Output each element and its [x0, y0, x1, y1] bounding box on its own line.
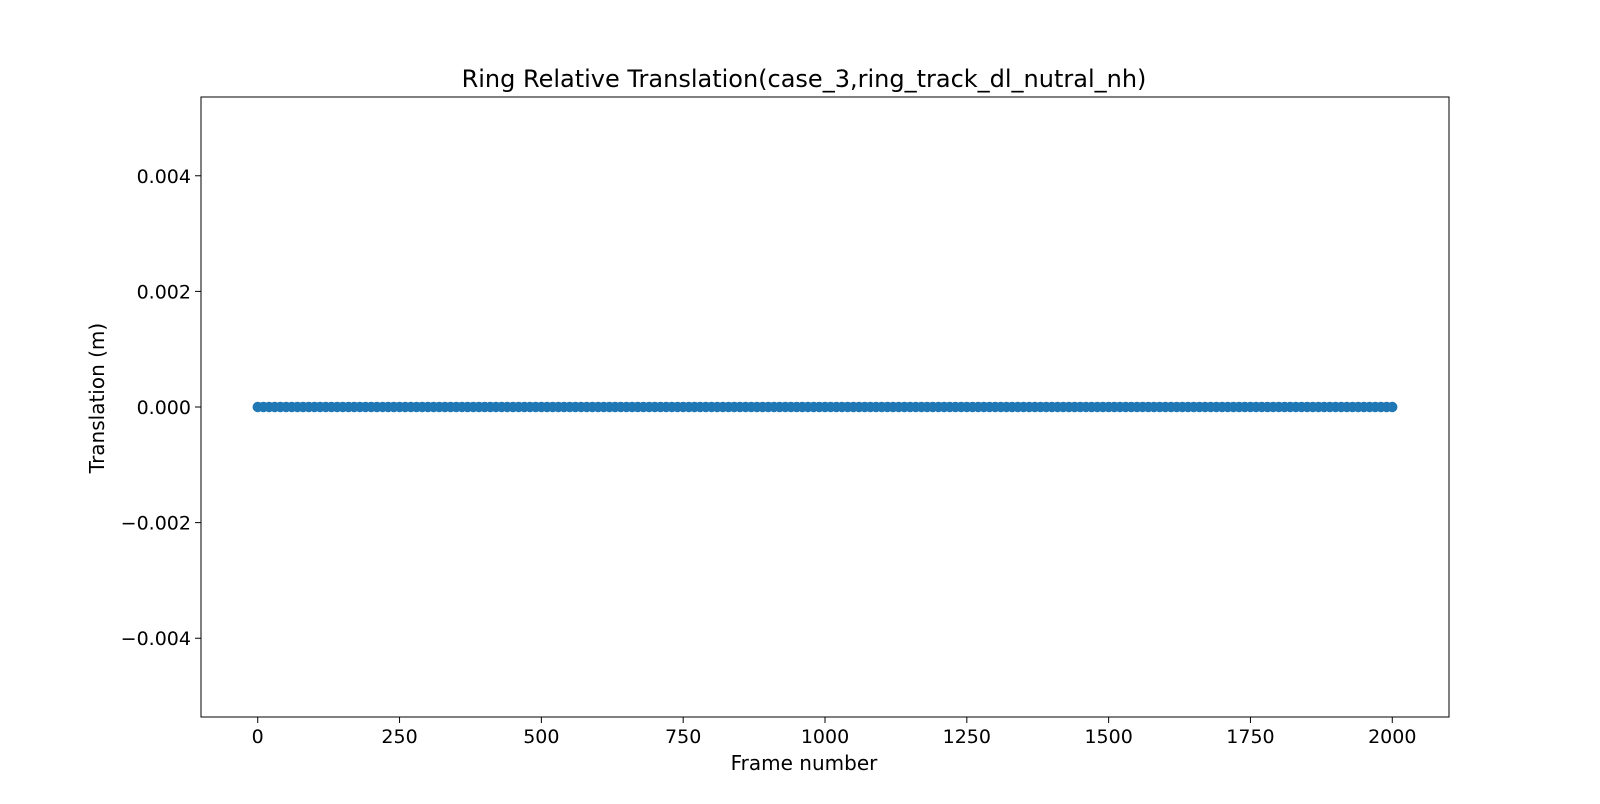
x-tick-label: 250	[381, 726, 417, 748]
chart-title: Ring Relative Translation(case_3,ring_tr…	[462, 65, 1147, 93]
y-axis-label: Translation (m)	[85, 323, 109, 474]
y-tick-label: −0.002	[121, 513, 191, 535]
x-tick-label: 1500	[1084, 726, 1132, 748]
x-tick-label: 1250	[943, 726, 991, 748]
data-point	[1387, 401, 1398, 413]
y-tick-label: 0.004	[137, 166, 191, 188]
x-tick-label: 750	[665, 726, 701, 748]
x-tick-label: 0	[252, 726, 264, 748]
x-tick-label: 1000	[801, 726, 849, 748]
x-tick-label: 2000	[1368, 726, 1416, 748]
plot-area: 0 250 500 750 1000 1250 1500 1750 2000 0.004 0.002…	[121, 96, 1450, 748]
x-tick-label: 1750	[1226, 726, 1274, 748]
x-tick-label: 500	[523, 726, 559, 748]
y-tick-label: 0.002	[137, 281, 191, 303]
y-tick-label: −0.004	[121, 628, 191, 650]
x-axis-label: Frame number	[731, 751, 879, 775]
y-tick-label: 0.000	[137, 397, 191, 419]
